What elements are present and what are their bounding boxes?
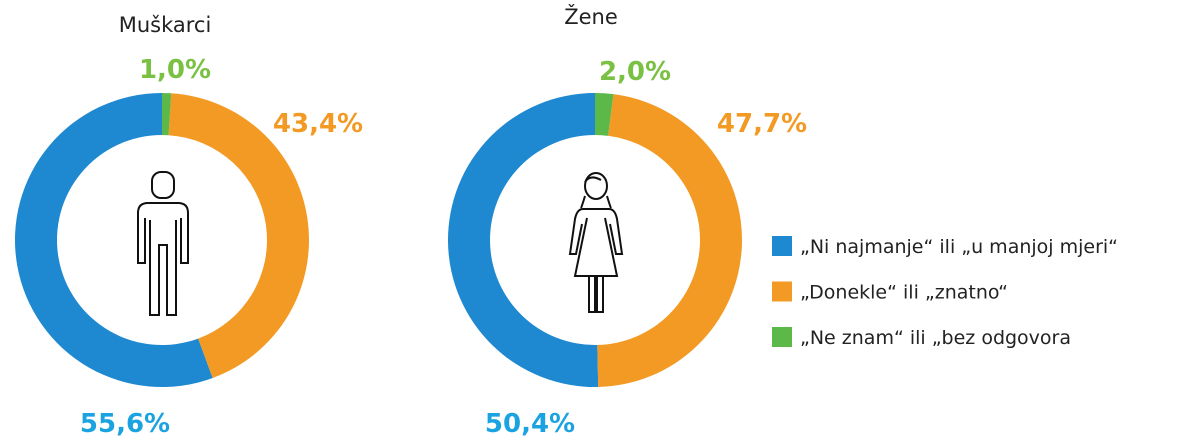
legend-label: „Ni najmanje“ ili „u manjoj mjeri“	[800, 236, 1118, 258]
donut-slice	[595, 93, 614, 136]
donut-slice	[162, 93, 172, 136]
woman-icon	[568, 172, 624, 313]
legend-label: „Donekle“ ili „znatno“	[800, 282, 1008, 304]
donut-slice	[597, 94, 742, 387]
donut-slice	[448, 93, 599, 387]
man-icon	[137, 171, 189, 316]
value-label: 2,0%	[599, 57, 671, 87]
chart-title: Muškarci	[119, 13, 212, 37]
legend-swatch	[772, 281, 792, 302]
value-label: 55,6%	[80, 409, 170, 439]
donut-slice	[14, 93, 213, 388]
value-label: 43,4%	[273, 109, 363, 139]
legend-label: „Ne znam“ ili „bez odgovora	[800, 327, 1071, 349]
chart-title: Žene	[564, 4, 618, 29]
donut-slice	[168, 93, 309, 378]
legend-swatch	[772, 236, 792, 256]
legend-swatch	[772, 327, 792, 347]
value-label: 47,7%	[717, 109, 807, 139]
value-label: 1,0%	[139, 55, 211, 85]
value-label: 50,4%	[485, 409, 575, 439]
